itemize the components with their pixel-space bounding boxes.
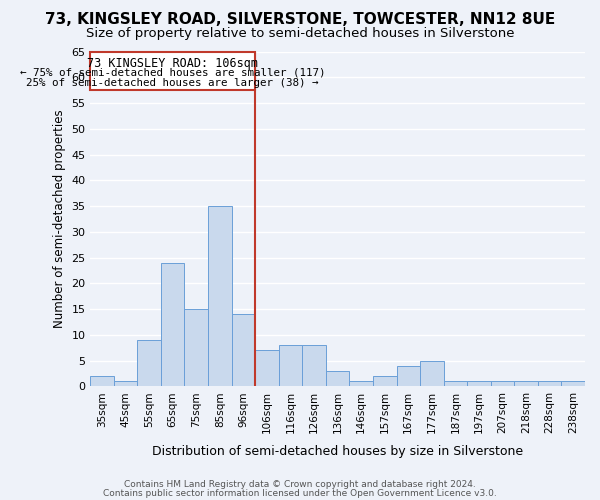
Bar [514,382,538,386]
Text: Size of property relative to semi-detached houses in Silverstone: Size of property relative to semi-detach… [86,28,514,40]
Bar [114,382,137,386]
Bar [562,382,585,386]
Bar [161,262,184,386]
Text: 73 KINGSLEY ROAD: 106sqm: 73 KINGSLEY ROAD: 106sqm [87,56,258,70]
Bar [467,382,491,386]
Bar [443,382,467,386]
Bar [491,382,514,386]
Bar [208,206,232,386]
Text: Contains public sector information licensed under the Open Government Licence v3: Contains public sector information licen… [103,488,497,498]
Bar [90,52,255,90]
Bar [137,340,161,386]
Bar [349,382,373,386]
Text: 25% of semi-detached houses are larger (38) →: 25% of semi-detached houses are larger (… [26,78,319,88]
Bar [373,376,397,386]
Bar [397,366,420,386]
Bar [326,371,349,386]
Y-axis label: Number of semi-detached properties: Number of semi-detached properties [53,110,66,328]
Text: 73, KINGSLEY ROAD, SILVERSTONE, TOWCESTER, NN12 8UE: 73, KINGSLEY ROAD, SILVERSTONE, TOWCESTE… [45,12,555,28]
Bar [420,360,443,386]
X-axis label: Distribution of semi-detached houses by size in Silverstone: Distribution of semi-detached houses by … [152,444,523,458]
Bar [279,345,302,387]
Bar [90,376,114,386]
Bar [184,309,208,386]
Bar [302,345,326,387]
Text: Contains HM Land Registry data © Crown copyright and database right 2024.: Contains HM Land Registry data © Crown c… [124,480,476,489]
Bar [255,350,279,386]
Bar [538,382,562,386]
Bar [232,314,255,386]
Text: ← 75% of semi-detached houses are smaller (117): ← 75% of semi-detached houses are smalle… [20,68,325,78]
